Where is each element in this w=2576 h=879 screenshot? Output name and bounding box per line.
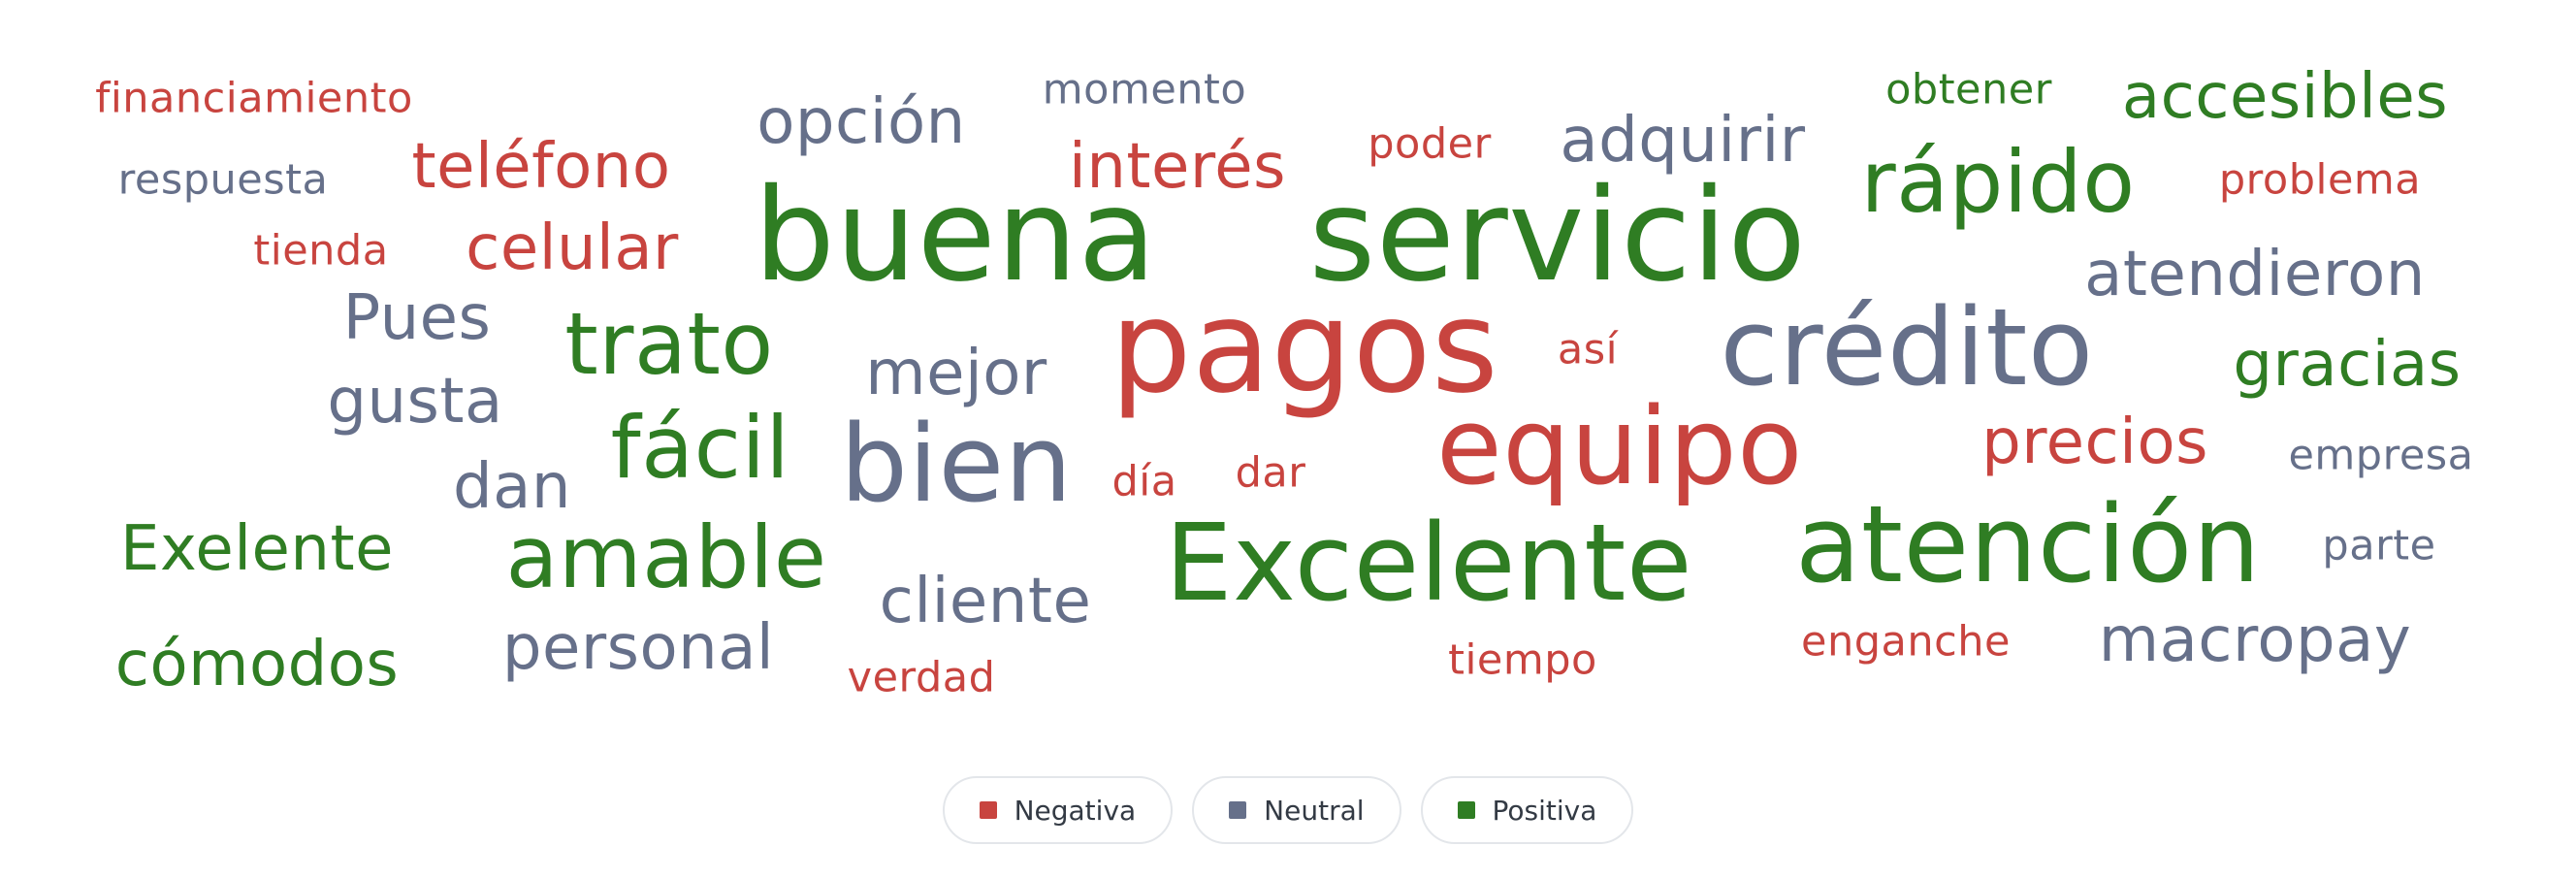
word-negativa[interactable]: enganche (1801, 617, 2011, 667)
legend: Negativa Neutral Positiva (0, 776, 2576, 848)
word-negativa[interactable]: día (1111, 457, 1177, 506)
legend-label-neutral: Neutral (1264, 794, 1365, 827)
word-positiva[interactable]: Excelente (1164, 501, 1693, 625)
word-positiva[interactable]: trato (564, 294, 774, 394)
word-negativa[interactable]: interés (1069, 131, 1286, 203)
word-negativa[interactable]: precios (1981, 407, 2208, 478)
word-neutral[interactable]: gusta (327, 366, 503, 438)
word-neutral[interactable]: momento (1042, 65, 1247, 114)
word-neutral[interactable]: opción (757, 86, 966, 158)
word-cloud: financiamiento momento obtener accesibles op… (95, 61, 2474, 702)
word-neutral[interactable]: empresa (2288, 431, 2474, 480)
word-negativa[interactable]: poder (1368, 119, 1492, 169)
word-neutral[interactable]: crédito (1720, 285, 2094, 409)
word-positiva[interactable]: gracias (2233, 329, 2462, 401)
word-positiva[interactable]: fácil (610, 398, 790, 498)
word-negativa[interactable]: tiempo (1448, 635, 1597, 685)
word-positiva[interactable]: rápido (1860, 132, 2136, 232)
word-neutral[interactable]: bien (840, 402, 1073, 526)
legend-swatch-neutral (1229, 801, 1247, 819)
word-positiva[interactable]: obtener (1885, 65, 2052, 114)
word-neutral[interactable]: parte (2322, 521, 2436, 570)
word-positiva[interactable]: buena (754, 161, 1157, 310)
legend-swatch-positiva (1457, 801, 1475, 819)
word-positiva[interactable]: atención (1795, 482, 2261, 606)
word-neutral[interactable]: adquirir (1560, 105, 1806, 177)
legend-item-positiva[interactable]: Positiva (1420, 776, 1634, 844)
word-neutral[interactable]: Pues (342, 282, 492, 354)
word-negativa[interactable]: dar (1235, 448, 1306, 498)
word-negativa[interactable]: pagos (1110, 273, 1499, 422)
word-negativa[interactable]: tienda (253, 226, 389, 276)
word-negativa[interactable]: así (1557, 325, 1619, 374)
word-neutral[interactable]: personal (501, 612, 775, 684)
legend-item-negativa[interactable]: Negativa (942, 776, 1174, 844)
word-negativa[interactable]: celular (466, 212, 679, 284)
word-positiva[interactable]: accesibles (2121, 61, 2449, 133)
word-neutral[interactable]: cliente (879, 566, 1092, 637)
legend-label-positiva: Positiva (1492, 794, 1597, 827)
word-neutral[interactable]: atendieron (2084, 239, 2426, 310)
word-positiva[interactable]: Exelente (120, 513, 394, 585)
word-neutral[interactable]: respuesta (117, 155, 329, 205)
legend-swatch-negativa (979, 801, 997, 819)
word-negativa[interactable]: problema (2218, 155, 2422, 205)
word-positiva[interactable]: amable (505, 507, 827, 607)
word-negativa[interactable]: equipo (1436, 384, 1803, 508)
word-neutral[interactable]: mejor (865, 338, 1047, 409)
word-neutral[interactable]: dan (453, 451, 571, 523)
word-positiva[interactable]: servicio (1308, 161, 1807, 310)
word-positiva[interactable]: cómodos (114, 629, 400, 700)
word-negativa[interactable]: financiamiento (95, 74, 413, 123)
word-negativa[interactable]: teléfono (411, 131, 671, 203)
legend-label-negativa: Negativa (1014, 794, 1137, 827)
word-negativa[interactable]: verdad (847, 653, 996, 702)
legend-item-neutral[interactable]: Neutral (1192, 776, 1401, 844)
word-neutral[interactable]: macropay (2098, 604, 2412, 676)
